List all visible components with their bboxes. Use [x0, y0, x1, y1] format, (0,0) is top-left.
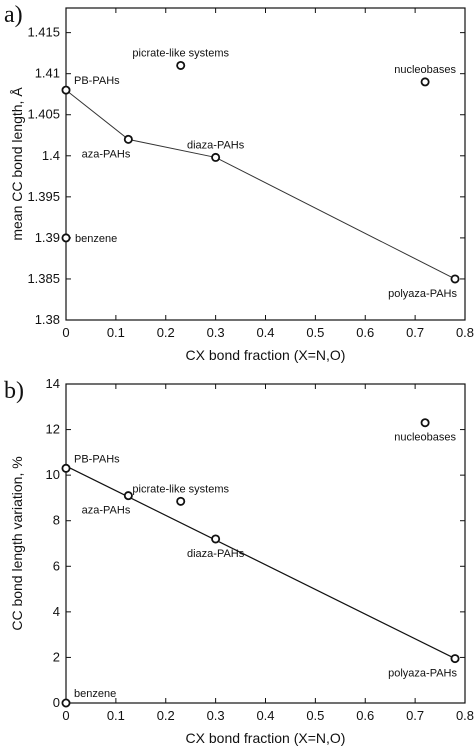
point-label: benzene: [75, 233, 117, 245]
y-tick-label: 1.41: [35, 66, 60, 81]
x-tick-label: 0: [62, 708, 69, 723]
x-tick-label: 0.4: [256, 325, 274, 340]
data-point: [123, 134, 133, 144]
data-point: [61, 463, 71, 473]
y-tick-label: 10: [46, 467, 60, 482]
point-label: diaza-PAHs: [187, 139, 245, 151]
data-point: [450, 654, 460, 664]
point-label: polyaza-PAHs: [388, 288, 457, 300]
y-tick-label: 14: [46, 376, 60, 391]
data-point: [176, 496, 186, 506]
x-tick-label: 0.4: [256, 708, 274, 723]
y-tick-label: 2: [53, 649, 60, 664]
x-tick-label: 0.2: [157, 325, 175, 340]
data-point: [211, 152, 221, 162]
point-label: nucleobases: [394, 432, 456, 444]
x-axis-title: CX bond fraction (X=N,O): [186, 730, 346, 746]
chart-b: 0 0.1 0.2 0.3 0.4 0.5 0.6 0.7 0.8 0 2 4 6 8 10 12 14 CX b…: [9, 376, 474, 746]
point-label: PB-PAHs: [74, 453, 120, 465]
point-label: benzene: [74, 688, 116, 700]
y-axis-title: CC bond length variation, %: [9, 456, 25, 630]
point-label: diaza-PAHs: [187, 548, 245, 560]
x-tick-label: 0.1: [107, 325, 125, 340]
y-tick-label: 12: [46, 422, 60, 437]
y-tick-label: 1.4: [42, 148, 60, 163]
point-label: polyaza-PAHs: [388, 668, 457, 680]
data-point: [61, 233, 71, 243]
point-label: aza-PAHs: [82, 505, 131, 517]
x-tick-label: 0.5: [306, 708, 324, 723]
x-tick-label: 0.1: [107, 708, 125, 723]
point-label: PB-PAHs: [74, 75, 120, 87]
y-tick-label: 4: [53, 604, 60, 619]
data-point: [176, 60, 186, 70]
x-tick-label: 0.7: [406, 708, 424, 723]
x-tick-label: 0.2: [157, 708, 175, 723]
y-tick-label: 1.38: [35, 312, 60, 327]
chart-a: 0 0.1 0.2 0.3 0.4 0.5 0.6 0.7 0.8 1.38 1.385 1.39 1.…: [9, 7, 474, 363]
point-label: nucleobases: [394, 64, 456, 76]
x-tick-label: 0: [62, 325, 69, 340]
y-tick-label: 1.395: [27, 189, 60, 204]
panel-a-label: a): [4, 2, 23, 28]
plot-frame: [65, 7, 466, 321]
data-point: [61, 698, 71, 708]
x-tick-label: 0.8: [456, 325, 474, 340]
y-tick-label: 1.39: [35, 230, 60, 245]
data-point: [420, 77, 430, 87]
y-tick-label: 1.405: [27, 107, 60, 122]
x-tick-label: 0.8: [456, 708, 474, 723]
y-tick-label: 1.385: [27, 271, 60, 286]
x-tick-label: 0.3: [207, 708, 225, 723]
y-tick-label: 8: [53, 513, 60, 528]
data-point: [420, 418, 430, 428]
x-tick-label: 0.6: [356, 708, 374, 723]
y-tick-label: 0: [53, 695, 60, 710]
point-label: aza-PAHs: [82, 148, 131, 160]
data-point: [450, 274, 460, 284]
panel-b-label: b): [4, 378, 24, 404]
x-tick-label: 0.7: [406, 325, 424, 340]
data-point: [123, 491, 133, 501]
x-tick-label: 0.3: [207, 325, 225, 340]
x-axis-title: CX bond fraction (X=N,O): [186, 347, 346, 363]
x-tick-label: 0.6: [356, 325, 374, 340]
y-tick-label: 6: [53, 558, 60, 573]
data-point: [61, 85, 71, 95]
y-tick-label: 1.415: [27, 25, 60, 40]
connecting-line: [65, 89, 456, 280]
data-point: [211, 534, 221, 544]
x-tick-label: 0.5: [306, 325, 324, 340]
point-label: picrate-like systems: [132, 47, 229, 59]
y-axis-title: mean CC bond length, Å: [9, 87, 25, 241]
point-label: picrate-like systems: [132, 483, 229, 495]
